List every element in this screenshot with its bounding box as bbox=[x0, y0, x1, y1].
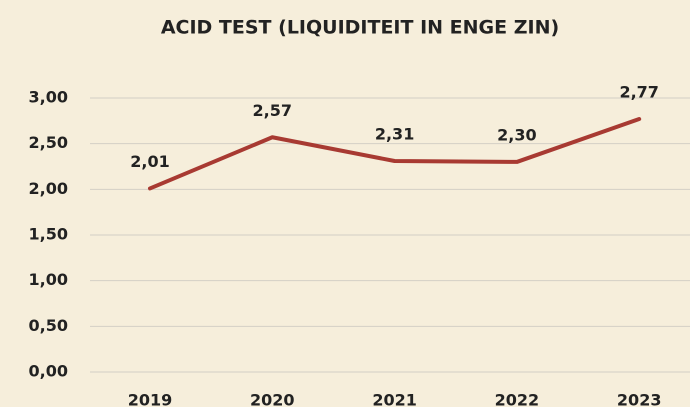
y-tick-label: 0,00 bbox=[29, 362, 68, 381]
x-tick-label: 2022 bbox=[495, 391, 540, 407]
y-tick-label: 1,00 bbox=[29, 270, 68, 289]
data-label: 2,57 bbox=[253, 101, 292, 120]
x-tick-label: 2021 bbox=[372, 391, 417, 407]
data-line bbox=[148, 117, 642, 191]
y-tick-label: 1,50 bbox=[29, 225, 68, 244]
x-tick-label: 2019 bbox=[128, 391, 173, 407]
y-tick-label: 2,00 bbox=[29, 179, 68, 198]
x-tick-label: 2020 bbox=[250, 391, 295, 407]
chart-title: ACID TEST (LIQUIDITEIT IN ENGE ZIN) bbox=[161, 17, 559, 39]
y-tick-label: 2,50 bbox=[29, 133, 68, 152]
data-label: 2,30 bbox=[497, 125, 536, 144]
y-tick-label: 3,00 bbox=[29, 88, 68, 107]
y-tick-label: 0,50 bbox=[29, 316, 68, 335]
data-label: 2,31 bbox=[375, 125, 414, 144]
data-label: 2,01 bbox=[130, 152, 169, 171]
x-tick-label: 2023 bbox=[617, 391, 662, 407]
data-label: 2,77 bbox=[619, 83, 658, 102]
